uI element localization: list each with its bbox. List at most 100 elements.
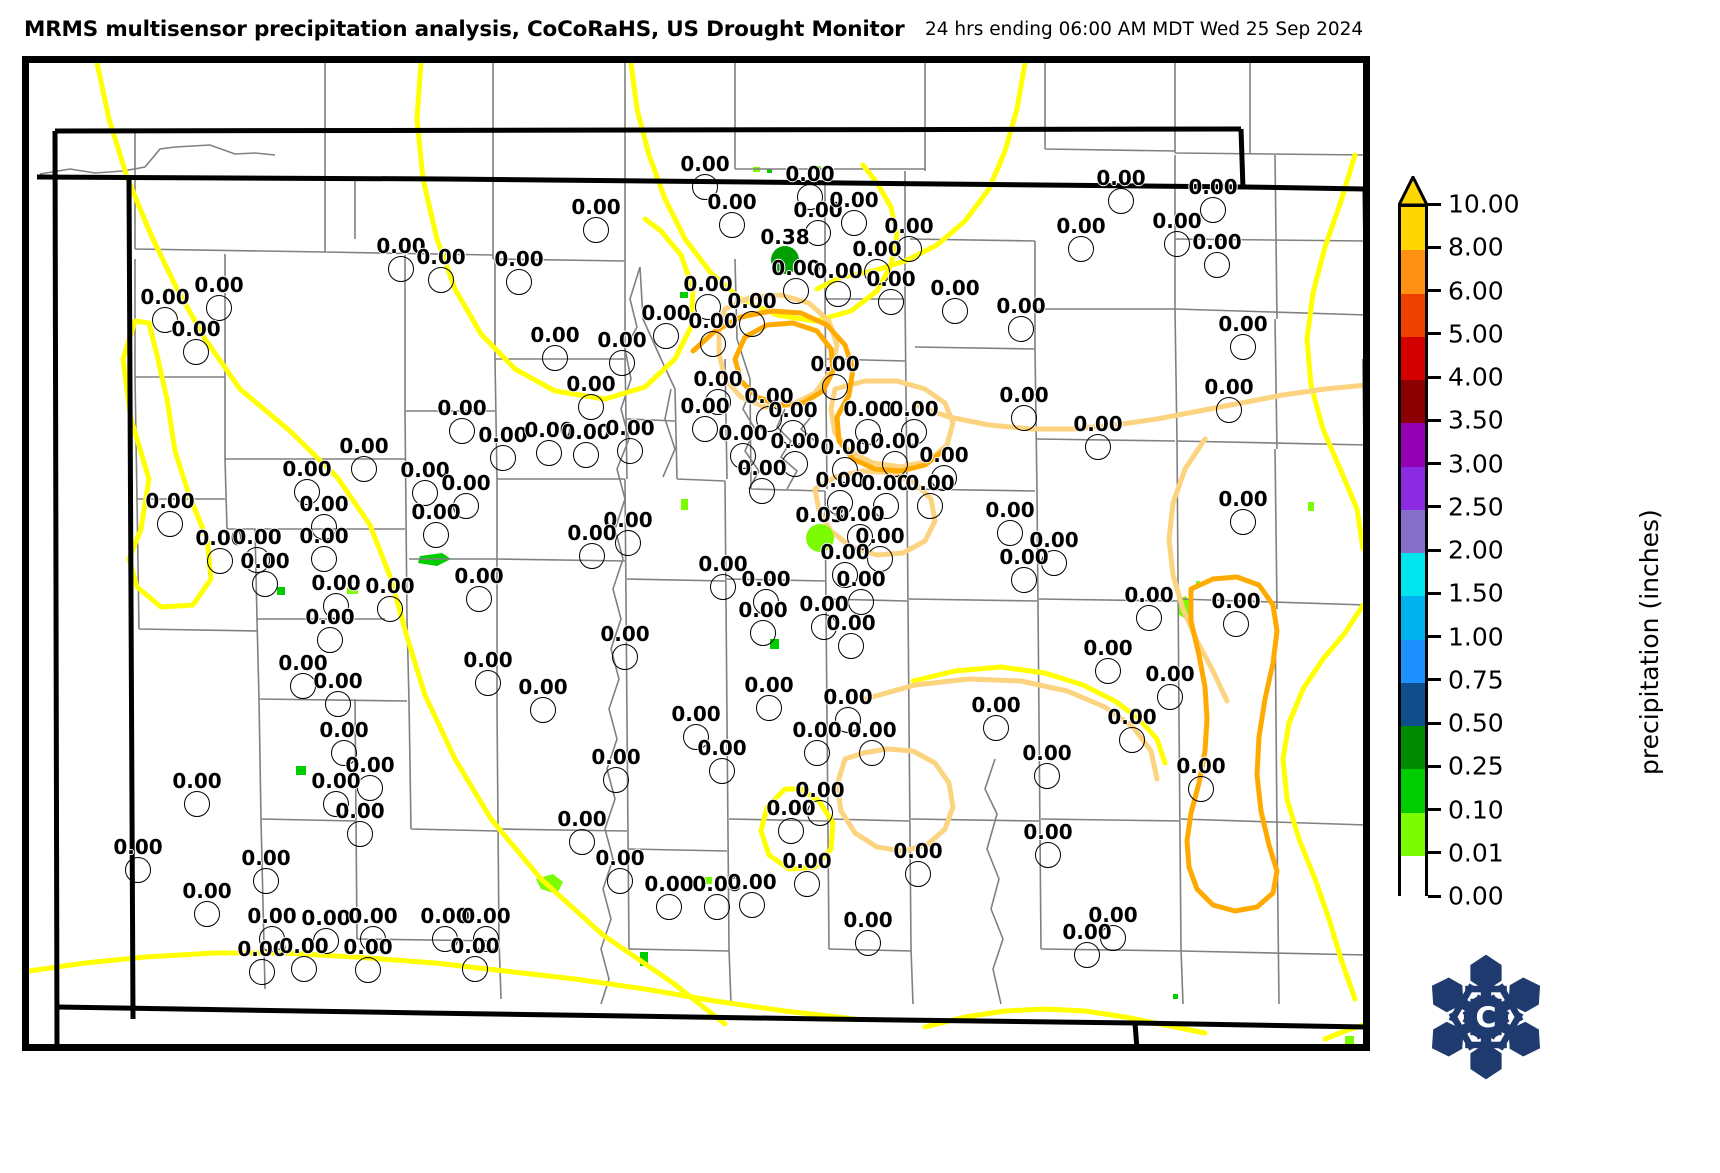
station-open-circle xyxy=(462,956,488,982)
station-open-circle xyxy=(351,456,377,482)
station-open-circle xyxy=(709,758,735,784)
station-value-label: 0.00 xyxy=(744,384,794,408)
colorbar-tick xyxy=(1428,332,1441,336)
station-open-circle xyxy=(780,420,806,446)
station-open-circle xyxy=(838,633,864,659)
colorbar-segment xyxy=(1401,336,1425,380)
station-open-circle xyxy=(878,289,904,315)
station-filled-dot xyxy=(771,246,799,274)
station-value-label: 0.00 xyxy=(999,545,1049,569)
colorbar-segment xyxy=(1401,682,1425,726)
colorbar-tick-label: 3.50 xyxy=(1448,405,1504,435)
station-value-label: 0.00 xyxy=(140,285,190,309)
drought-monitor-contours xyxy=(26,60,1367,1042)
station-open-circle xyxy=(1216,397,1242,423)
station-open-circle xyxy=(206,295,232,321)
station-value-label: 0.00 xyxy=(400,458,450,482)
station-value-label: 0.00 xyxy=(985,498,1035,522)
station-open-circle xyxy=(782,451,808,477)
station-open-circle xyxy=(1230,334,1256,360)
station-value-label: 0.00 xyxy=(113,835,163,859)
station-filled-dot xyxy=(806,524,834,552)
station-open-circle xyxy=(1085,434,1111,460)
station-value-label: 0.00 xyxy=(889,397,939,421)
station-open-circle xyxy=(704,894,730,920)
station-open-circle xyxy=(811,614,837,640)
station-open-circle xyxy=(432,926,458,952)
station-open-circle xyxy=(997,520,1023,546)
page-title: MRMS multisensor precipitation analysis,… xyxy=(24,17,905,42)
station-open-circle xyxy=(423,522,449,548)
station-open-circle xyxy=(917,493,943,519)
station-value-label: 0.00 xyxy=(770,429,820,453)
station-value-label: 0.00 xyxy=(693,367,743,391)
station-open-circle xyxy=(753,589,779,615)
colorbar-tick xyxy=(1428,289,1441,292)
station-open-circle xyxy=(1188,776,1214,802)
station-open-circle xyxy=(1200,197,1226,223)
colorbar-tick xyxy=(1428,505,1441,509)
station-open-circle xyxy=(804,740,830,766)
station-open-circle xyxy=(311,546,337,572)
colorbar-tick-label: 1.00 xyxy=(1448,622,1504,651)
colorbar-segment xyxy=(1401,293,1425,337)
station-open-circle xyxy=(778,818,804,844)
station-value-label: 0.00 xyxy=(595,846,645,870)
station-open-circle xyxy=(1041,550,1067,576)
station-open-circle xyxy=(847,524,873,550)
station-value-label: 0.00 xyxy=(718,421,768,445)
station-value-label: 0.00 xyxy=(782,849,832,873)
colorbar-segment xyxy=(1401,423,1425,467)
colorbar-tick-label: 0.00 xyxy=(1448,881,1504,911)
station-value-label: 0.00 xyxy=(813,259,863,283)
station-open-circle xyxy=(942,298,968,324)
station-open-circle xyxy=(739,311,765,337)
station-value-label: 0.00 xyxy=(240,549,290,573)
station-value-label: 0.00 xyxy=(343,935,393,959)
colorbar-tick-label: 2.50 xyxy=(1448,492,1504,522)
station-open-circle xyxy=(183,339,209,365)
station-value-label: 0.00 xyxy=(566,372,616,396)
station-open-circle xyxy=(290,673,316,699)
station-value-label: 0.00 xyxy=(313,669,363,693)
colorbar-over-arrow xyxy=(1398,176,1428,206)
map-panel[interactable]: 0.00 0.00 0.00 0.00 0.00 0.00 0.00 0.00 0.00 0.00… xyxy=(22,56,1370,1051)
station-open-circle xyxy=(700,331,726,357)
station-value-label: 0.00 xyxy=(799,592,849,616)
station-open-circle xyxy=(294,479,320,505)
colorbar[interactable]: 10.00 8.00 6.00 5.00 4.00 3.50 3.00 2.50 2.00 1.5… xyxy=(1398,176,1520,916)
station-value-label: 0.00 xyxy=(301,906,351,930)
station-value-label: 0.00 xyxy=(597,328,647,352)
station-value-label: 0.00 xyxy=(683,272,733,296)
station-value-label: 0.00 xyxy=(524,418,574,442)
station-open-circle xyxy=(347,821,373,847)
station-value-label: 0.00 xyxy=(605,416,655,440)
station-open-circle xyxy=(317,627,343,653)
station-value-label: 0.00 xyxy=(738,598,788,622)
station-open-circle xyxy=(710,574,736,600)
station-open-circle xyxy=(1011,567,1037,593)
station-value-label: 0.00 xyxy=(299,492,349,516)
station-value-label: 0.00 xyxy=(600,622,650,646)
station-open-circle xyxy=(259,926,285,952)
station-value-label: 0.00 xyxy=(241,846,291,870)
station-value-label: 0.00 xyxy=(571,195,621,219)
station-value-label: 0.00 xyxy=(744,673,794,697)
station-value-label: 0.00 xyxy=(671,702,721,726)
station-value-label: 0.00 xyxy=(232,525,282,549)
station-open-circle xyxy=(719,212,745,238)
station-value-label: 0.00 xyxy=(768,398,818,422)
colorbar-tick-label: 0.01 xyxy=(1448,838,1504,868)
station-value-label: 0.00 xyxy=(305,605,355,629)
station-open-circle xyxy=(1011,405,1037,431)
page-subtitle: 24 hrs ending 06:00 AM MDT Wed 25 Sep 20… xyxy=(925,19,1364,40)
station-open-circle xyxy=(653,323,679,349)
station-open-circle xyxy=(253,868,279,894)
station-value-label: 0.00 xyxy=(454,564,504,588)
station-value-label: 0.00 xyxy=(1023,820,1073,844)
station-value-label: 0.38 xyxy=(760,225,810,249)
colorbar-tick-label: 10.00 xyxy=(1448,189,1520,219)
station-open-circle xyxy=(1230,509,1256,535)
station-value-label: 0.00 xyxy=(345,753,395,777)
